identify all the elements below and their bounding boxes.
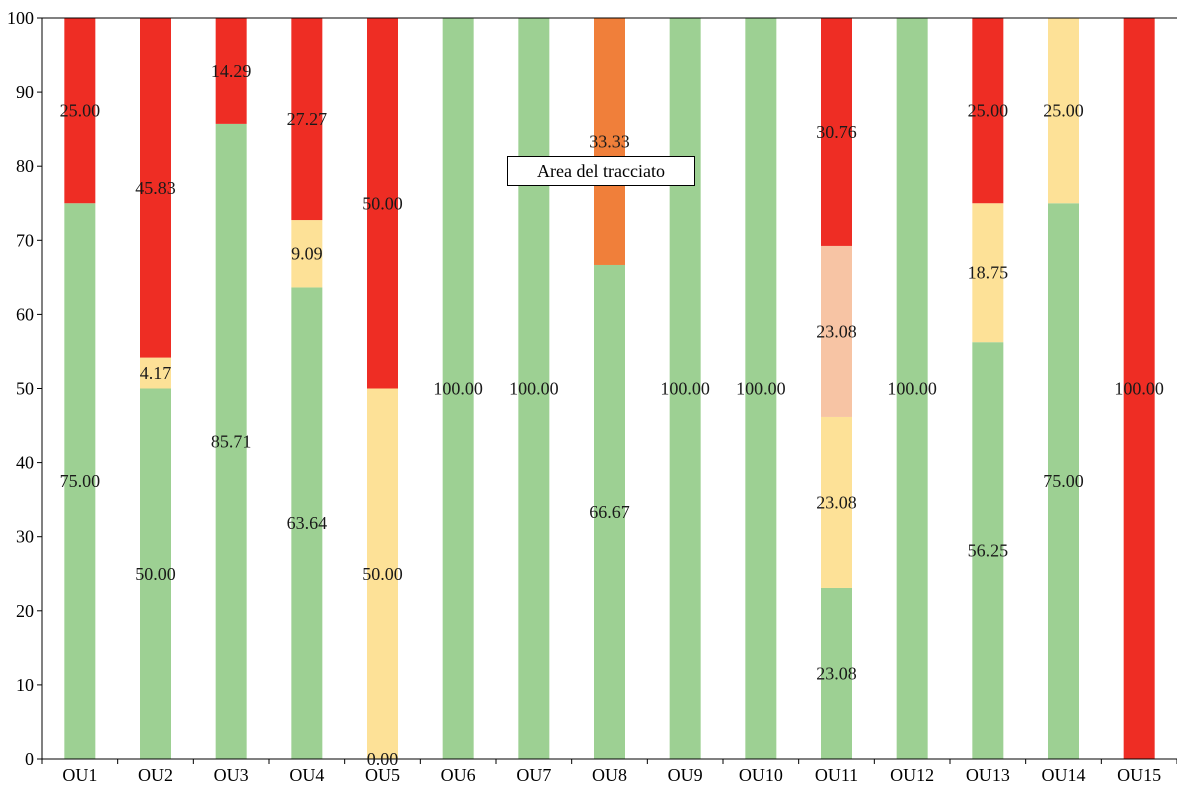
bars-layer <box>64 18 1155 759</box>
bar-segment-ou3-green <box>215 123 247 759</box>
y-tick-label: 90 <box>16 82 34 102</box>
y-tick-label: 30 <box>16 527 34 547</box>
x-tick-label-ou13: OU13 <box>966 765 1010 785</box>
bar-segment-ou2-green <box>140 388 171 759</box>
data-label-ou15: 100.00 <box>1114 379 1164 399</box>
bar-segment-ou13-green <box>972 342 1004 759</box>
bar-segment-ou7-green <box>518 18 550 759</box>
y-tick-label: 20 <box>16 601 34 621</box>
data-label-ou9: 100.00 <box>660 379 710 399</box>
y-tick-label: 80 <box>16 156 34 176</box>
data-label-ou11: 23.08 <box>816 492 857 512</box>
data-label-ou8: 66.67 <box>589 502 630 522</box>
data-label-ou11: 23.08 <box>816 321 857 341</box>
x-tick-label-ou10: OU10 <box>739 765 783 785</box>
data-label-ou11: 23.08 <box>816 663 857 683</box>
bar-segment-ou6-green <box>442 18 474 759</box>
bar-segment-ou9-green <box>669 18 701 759</box>
bar-segment-ou4-yellow <box>291 220 323 288</box>
y-tick-label: 60 <box>16 304 34 324</box>
bar-segment-ou2-yellow <box>140 357 171 389</box>
x-tick-label-ou12: OU12 <box>890 765 934 785</box>
bar-segment-ou11-red <box>821 18 852 246</box>
data-label-ou5: 50.00 <box>362 193 403 213</box>
x-tick-label-ou4: OU4 <box>289 765 324 785</box>
bar-segment-ou14-green <box>1048 203 1079 759</box>
bar-segment-ou11-yellow <box>821 416 852 588</box>
axes-layer: 0 10 20 30 40 50 60 70 80 90 100 OU1 OU2 OU3 OU4 OU5 OU6… <box>7 8 1177 785</box>
bar-segment-ou4-green <box>291 287 323 759</box>
x-tick-label-ou14: OU14 <box>1042 765 1086 785</box>
data-label-ou1: 75.00 <box>60 471 101 491</box>
y-tick-label: 0 <box>25 749 34 769</box>
x-tick-label-ou9: OU9 <box>668 765 703 785</box>
x-tick-label-ou15: OU15 <box>1117 765 1161 785</box>
plot-area-tooltip: Area del tracciato <box>507 156 695 186</box>
data-label-ou3: 14.29 <box>211 61 252 81</box>
y-tick-label: 70 <box>16 230 34 250</box>
y-tick-label: 50 <box>16 379 34 399</box>
data-label-ou2: 50.00 <box>135 564 176 584</box>
data-label-ou12: 100.00 <box>887 379 937 399</box>
x-tick-label-ou5: OU5 <box>365 765 400 785</box>
bar-segment-ou10-green <box>745 18 777 759</box>
bar-segment-ou13-red <box>972 18 1004 204</box>
data-label-ou7: 100.00 <box>509 379 559 399</box>
bar-segment-ou1-green <box>64 203 96 759</box>
bar-segment-ou2-red <box>140 18 171 358</box>
bar-segment-ou15-red <box>1123 18 1155 759</box>
y-tick-label: 10 <box>16 675 34 695</box>
data-label-ou3: 85.71 <box>211 431 252 451</box>
bar-segment-ou8-orange <box>594 18 625 265</box>
data-label-ou4: 63.64 <box>287 513 328 533</box>
data-label-ou5: 50.00 <box>362 564 403 584</box>
data-label-ou14: 75.00 <box>1043 471 1084 491</box>
x-tick-label-ou6: OU6 <box>441 765 476 785</box>
bar-segment-ou1-red <box>64 18 96 204</box>
bar-segment-ou11-green <box>821 587 852 759</box>
x-tick-label-ou2: OU2 <box>138 765 173 785</box>
data-label-ou14: 25.00 <box>1043 101 1084 121</box>
x-tick-label-ou8: OU8 <box>592 765 627 785</box>
bar-segment-ou13-yellow <box>972 203 1004 343</box>
bar-segment-ou8-green <box>594 264 625 759</box>
data-label-ou10: 100.00 <box>736 379 786 399</box>
x-tick-label-ou11: OU11 <box>815 765 858 785</box>
bar-segment-ou14-yellow <box>1048 18 1079 204</box>
data-label-ou11: 30.76 <box>816 122 857 142</box>
data-label-ou13: 18.75 <box>968 263 1009 283</box>
data-label-ou2: 4.17 <box>140 363 172 383</box>
x-tick-label-ou1: OU1 <box>62 765 97 785</box>
y-tick-label: 40 <box>16 453 34 473</box>
data-label-ou2: 45.83 <box>135 178 176 198</box>
bar-segment-ou11-peach <box>821 245 852 417</box>
data-label-ou13: 56.25 <box>968 541 1009 561</box>
y-tick-label: 100 <box>7 8 34 28</box>
data-label-ou4: 27.27 <box>287 109 328 129</box>
bar-segment-ou4-red <box>291 18 323 221</box>
data-labels-layer: 75.00 25.00 50.00 4.17 45.83 85.71 14.29 63.64 9… <box>60 61 1164 769</box>
x-tick-label-ou7: OU7 <box>516 765 551 785</box>
bar-segment-ou3-red <box>215 18 247 124</box>
data-label-ou4: 9.09 <box>291 244 323 264</box>
data-label-ou6: 100.00 <box>433 379 483 399</box>
x-tick-label-ou3: OU3 <box>214 765 249 785</box>
data-label-ou5: 0.00 <box>367 749 399 769</box>
bar-segment-ou12-green <box>896 18 928 759</box>
bar-segment-ou5-red <box>367 18 398 389</box>
bar-segment-ou5-yellow <box>367 388 398 759</box>
data-label-ou13: 25.00 <box>968 101 1009 121</box>
data-label-ou1: 25.00 <box>60 101 101 121</box>
data-label-ou8: 33.33 <box>589 131 630 151</box>
